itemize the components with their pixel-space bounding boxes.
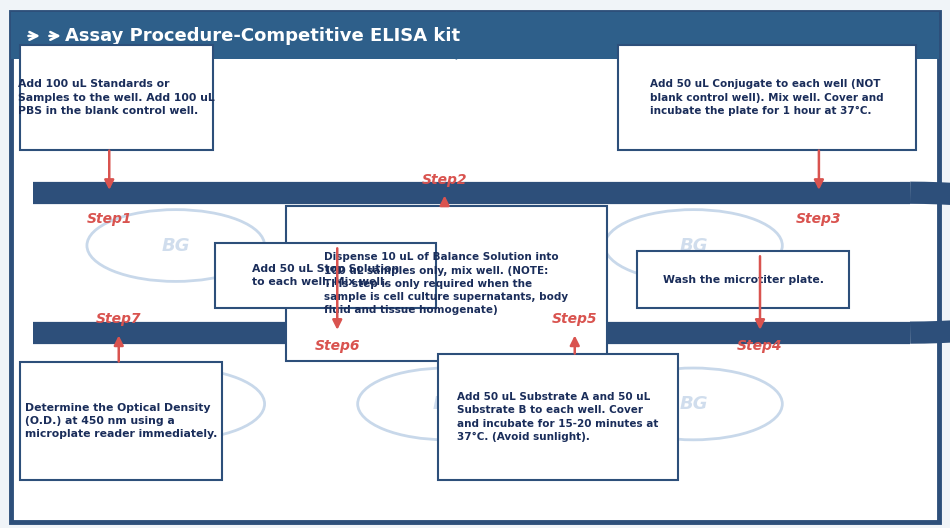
Text: Add 100 uL Standards or
Samples to the well. Add 100 uL
PBS in the blank control: Add 100 uL Standards or Samples to the w… xyxy=(18,80,215,116)
Text: BG: BG xyxy=(679,237,708,254)
Text: Add 50 uL Stop Solution
to each well. Mix well.: Add 50 uL Stop Solution to each well. Mi… xyxy=(252,265,399,287)
Text: Step2: Step2 xyxy=(422,173,467,186)
FancyBboxPatch shape xyxy=(215,243,436,308)
FancyBboxPatch shape xyxy=(20,362,222,480)
Text: Dispense 10 uL of Balance Solution into
100 uL samples only, mix well. (NOTE:
Th: Dispense 10 uL of Balance Solution into … xyxy=(325,252,568,315)
FancyBboxPatch shape xyxy=(11,12,939,522)
FancyBboxPatch shape xyxy=(618,45,916,150)
Text: Step7: Step7 xyxy=(96,313,142,326)
FancyBboxPatch shape xyxy=(637,251,849,308)
FancyBboxPatch shape xyxy=(11,12,939,59)
Polygon shape xyxy=(456,12,494,59)
Text: BG: BG xyxy=(162,395,190,413)
Text: Determine the Optical Density
(O.D.) at 450 nm using a
microplate reader immedia: Determine the Optical Density (O.D.) at … xyxy=(25,403,218,439)
Text: BG: BG xyxy=(432,395,461,413)
Text: Add 50 uL Substrate A and 50 uL
Substrate B to each well. Cover
and incubate for: Add 50 uL Substrate A and 50 uL Substrat… xyxy=(458,392,658,442)
Text: Step5: Step5 xyxy=(552,313,598,326)
Text: Add 50 uL Conjugate to each well (NOT
blank control well). Mix well. Cover and
i: Add 50 uL Conjugate to each well (NOT bl… xyxy=(651,79,884,116)
Text: Step1: Step1 xyxy=(86,212,132,226)
Text: Step3: Step3 xyxy=(796,212,842,226)
Text: BG: BG xyxy=(162,237,190,254)
FancyBboxPatch shape xyxy=(438,354,678,480)
FancyBboxPatch shape xyxy=(286,206,607,361)
FancyBboxPatch shape xyxy=(20,45,213,150)
Text: Step6: Step6 xyxy=(314,339,360,353)
Text: Assay Procedure-Competitive ELISA kit: Assay Procedure-Competitive ELISA kit xyxy=(65,27,460,45)
Text: Wash the microtiter plate.: Wash the microtiter plate. xyxy=(663,275,824,285)
Text: BG: BG xyxy=(679,395,708,413)
Text: Step4: Step4 xyxy=(737,339,783,353)
